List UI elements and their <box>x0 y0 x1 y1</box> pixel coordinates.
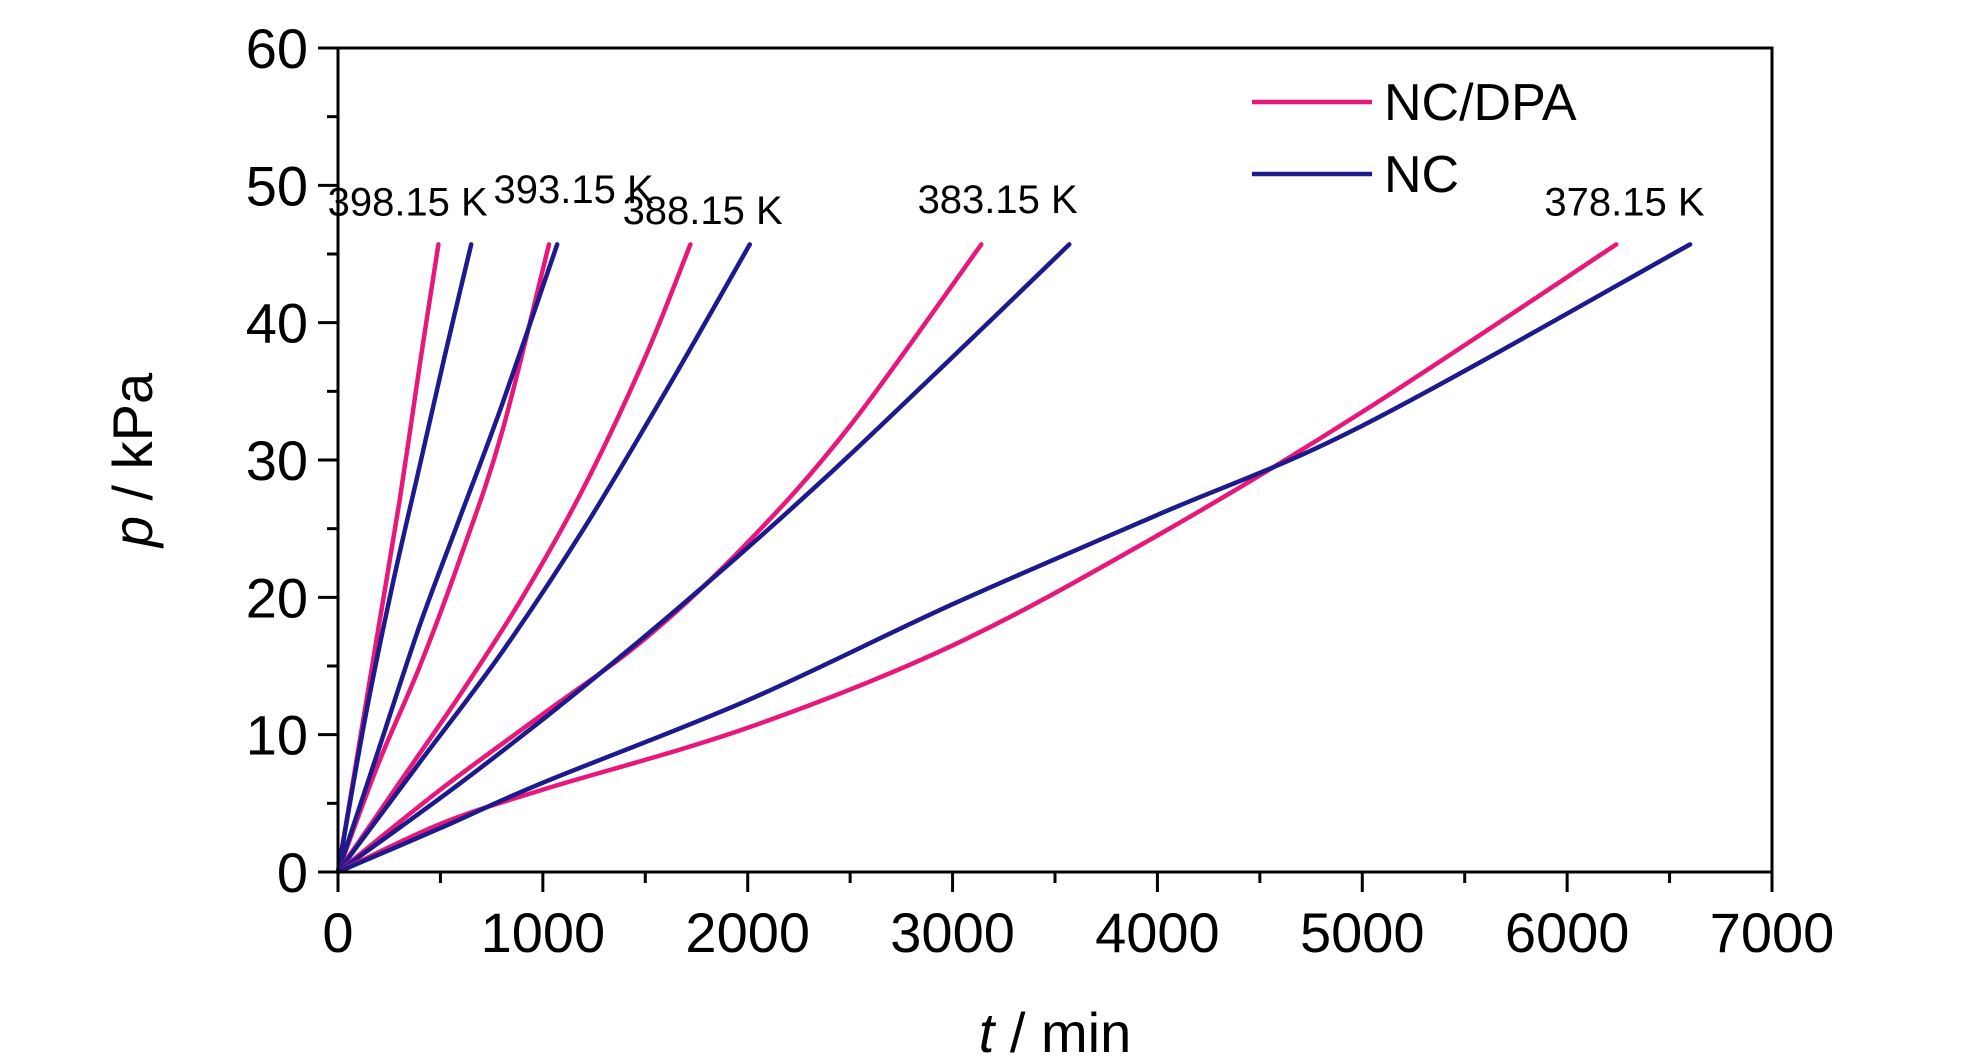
x-axis-title: t / min <box>979 1001 1131 1063</box>
y-tick-label: 50 <box>246 154 308 217</box>
series-line-nc-39815 <box>335 242 474 875</box>
legend: NC/DPA NC <box>1252 74 1577 204</box>
x-tick-label: 1000 <box>481 901 606 964</box>
x-tick-label: 4000 <box>1095 901 1220 964</box>
series-line-nc-39315 <box>335 242 560 875</box>
temperature-label: 393.15 K <box>494 168 654 212</box>
x-axis-unit: / min <box>994 1001 1131 1063</box>
temperature-label: 378.15 K <box>1544 181 1704 225</box>
y-tick-label: 10 <box>246 704 308 767</box>
legend-label: NC/DPA <box>1384 74 1577 132</box>
series-line-nc-37815 <box>335 242 1693 875</box>
series-line-nc-dpa-37815 <box>335 242 1619 875</box>
y-tick-label: 30 <box>246 429 308 492</box>
series-layer <box>335 242 1693 875</box>
x-tick-label: 6000 <box>1505 901 1630 964</box>
y-axis-variable: p <box>101 516 164 549</box>
x-tick-label: 3000 <box>890 901 1015 964</box>
series-line-nc-dpa-38315 <box>335 242 984 875</box>
series-line-nc-38815 <box>335 242 753 875</box>
y-tick-label: 40 <box>246 292 308 355</box>
y-tick-label: 60 <box>246 17 308 80</box>
series-line-nc-dpa-38815 <box>335 242 693 875</box>
temperature-label: 388.15 K <box>623 189 783 233</box>
axis-ticks: 0 1000 2000 3000 4000 5000 6000 7000 0 10 20 30 40 50… <box>246 17 1835 964</box>
x-axis-variable: t <box>979 1001 997 1063</box>
x-tick-label: 7000 <box>1710 901 1835 964</box>
y-tick-label: 0 <box>277 841 308 904</box>
y-axis-unit: / kPa <box>101 372 164 516</box>
y-tick-label: 20 <box>246 566 308 629</box>
x-tick-label: 0 <box>322 901 353 964</box>
temperature-label: 383.15 K <box>918 178 1078 222</box>
temperature-label: 398.15 K <box>328 181 488 225</box>
series-line-nc-38315 <box>335 242 1072 875</box>
series-line-nc-dpa-39315 <box>335 242 552 875</box>
legend-label: NC <box>1384 146 1459 204</box>
y-axis-title: p / kPa <box>101 372 164 549</box>
x-tick-label: 5000 <box>1300 901 1425 964</box>
x-tick-label: 2000 <box>685 901 810 964</box>
